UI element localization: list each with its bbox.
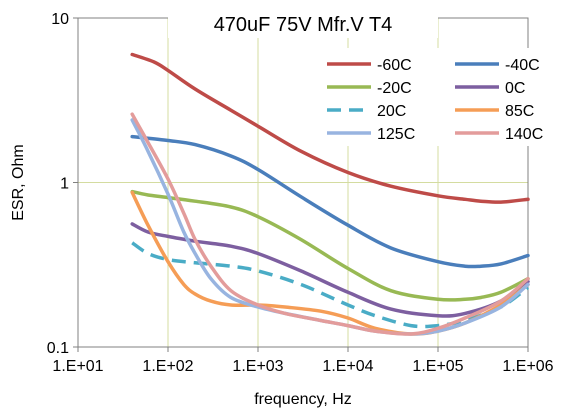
legend-label-125c: 125C xyxy=(377,126,415,143)
legend: -60C -40C -20C 0C 20C 85C 125C 140C xyxy=(327,57,543,143)
legend-label-60c: -60C xyxy=(377,57,412,74)
x-axis-title: frequency, Hz xyxy=(254,391,352,408)
chart-title: 470uF 75V Mfr.V T4 xyxy=(214,14,393,36)
series-line-40c xyxy=(130,134,530,269)
x-tick-label: 1.E+03 xyxy=(232,358,283,375)
legend-label-40c: -40C xyxy=(505,57,540,74)
legend-label-85c: 85C xyxy=(505,103,534,120)
y-axis-title: ESR, Ohm xyxy=(10,144,27,220)
y-tick-label: 0.1 xyxy=(47,340,69,357)
series-line-20c xyxy=(131,241,530,329)
series-line-140c xyxy=(130,112,530,336)
x-axis-ticks: 1.E+01 1.E+02 1.E+03 1.E+04 1.E+05 1.E+06 xyxy=(52,347,554,375)
legend-label-20c: 20C xyxy=(377,103,406,120)
y-axis-ticks: 0.1 1 10 xyxy=(47,11,78,357)
x-tick-label: 1.E+02 xyxy=(142,358,193,375)
x-tick-label: 1.E+06 xyxy=(502,358,553,375)
y-tick-label: 10 xyxy=(51,11,69,28)
x-tick-label: 1.E+04 xyxy=(322,358,373,375)
legend-label-140c: 140C xyxy=(505,126,543,143)
title-background xyxy=(168,10,438,38)
series-layer xyxy=(130,52,530,336)
series-line-0c xyxy=(130,222,530,318)
x-tick-label: 1.E+01 xyxy=(52,358,103,375)
y-tick-label: 1 xyxy=(60,176,69,193)
legend-label-20c: -20C xyxy=(377,80,412,97)
legend-label-0c: 0C xyxy=(505,80,525,97)
x-tick-label: 1.E+05 xyxy=(412,358,463,375)
series-line-60c xyxy=(130,52,530,204)
